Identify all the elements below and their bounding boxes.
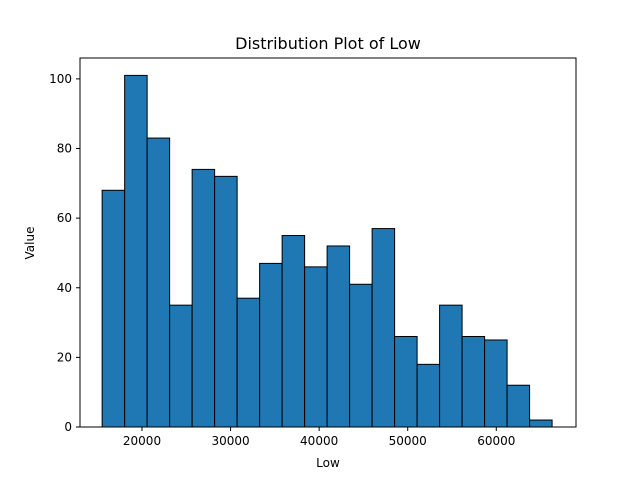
x-axis-label: Low	[316, 456, 340, 470]
y-tick-label: 20	[57, 350, 72, 364]
histogram-bar	[236, 297, 261, 428]
x-tick-label: 60000	[477, 434, 515, 448]
histogram-bar	[529, 419, 553, 428]
histogram-bar	[506, 384, 531, 428]
histogram-bar	[169, 304, 193, 428]
histogram-bars	[101, 74, 553, 428]
y-axis-label: Value	[23, 227, 37, 260]
chart-title: Distribution Plot of Low	[235, 34, 421, 53]
plot-frame	[79, 57, 577, 428]
histogram-bar	[124, 74, 148, 428]
histogram-bar	[281, 235, 306, 428]
y-tick-label: 100	[49, 72, 72, 86]
plot-axes	[79, 57, 577, 428]
y-tick-label: 80	[57, 142, 72, 156]
histogram-bar	[349, 283, 373, 428]
histogram-bar	[101, 189, 126, 428]
histogram-bar	[439, 304, 463, 428]
x-tick-label: 20000	[123, 434, 161, 448]
histogram-bar	[259, 262, 283, 428]
y-tick-label: 60	[57, 211, 72, 225]
histogram-bar	[304, 266, 328, 428]
histogram-bar	[416, 363, 441, 428]
y-tick-label: 40	[57, 281, 72, 295]
histogram-bar	[371, 228, 396, 428]
x-tick-label: 50000	[389, 434, 427, 448]
histogram-bar	[191, 168, 216, 428]
histogram-bar	[214, 175, 238, 428]
x-axis-ticks: 20000 30000 40000 50000 60000	[123, 427, 515, 448]
x-tick-label: 40000	[300, 434, 338, 448]
y-tick-label: 0	[64, 420, 72, 434]
histogram-bar	[146, 137, 171, 428]
x-tick-label: 30000	[211, 434, 249, 448]
histogram-bar	[394, 335, 418, 428]
histogram-bar	[326, 245, 351, 428]
y-axis-ticks: 0 20 40 60 80 100	[49, 72, 80, 434]
histogram-bar	[461, 335, 486, 428]
histogram-bar	[484, 339, 508, 428]
